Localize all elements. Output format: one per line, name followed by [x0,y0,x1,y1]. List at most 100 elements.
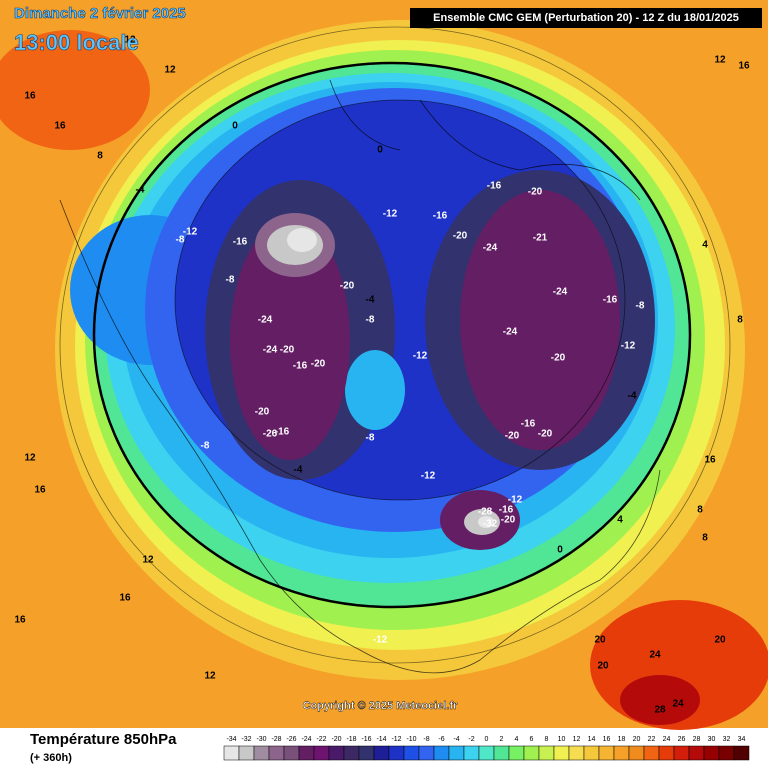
scale-label: -18 [346,736,356,743]
contour-label: 4 [702,240,708,251]
scale-swatch [583,745,600,761]
contour-label: -16 [275,427,290,438]
contour-label: -28 [478,507,493,518]
contour-label: 4 [617,515,623,526]
contour-label: -4 [366,295,375,306]
contour-label: -12 [508,495,523,506]
scale-swatch [403,745,420,761]
contour-label: -20 [538,429,553,440]
contour-label: 12 [164,65,176,76]
coastline [59,199,661,674]
scale-label: -2 [468,736,474,743]
contour-label: 12 [24,453,36,464]
contour-label: -26 [263,429,278,440]
scale-swatch [283,745,300,761]
scale-swatch [433,745,450,761]
contour-label: -8 [366,315,375,326]
contour-label: 8 [737,315,743,326]
scale-label: 22 [648,736,656,743]
contour-label: -24 [553,287,568,298]
contour-label: -16 [521,419,536,430]
contour-label: -8 [366,433,375,444]
contour-label: 16 [24,91,36,102]
scale-swatch [703,745,720,761]
contour-label: -16 [433,211,448,222]
contour-label: -12 [183,227,198,238]
scale-label: 4 [515,736,519,743]
scale-label: 16 [603,736,611,743]
temperature-area [345,350,405,430]
scale-label: -24 [301,736,311,743]
scale-swatch [643,745,660,761]
scale-swatch [718,745,735,761]
scale-label: -28 [271,736,281,743]
scale-swatch [223,745,240,761]
contour-label: 16 [738,61,750,72]
contour-label: -16 [499,505,514,516]
contour-label: -8 [176,235,185,246]
scale-label: 34 [738,736,746,743]
isotherm [59,26,731,664]
scale-swatch [613,745,630,761]
contour-label: -8 [226,275,235,286]
coastline [329,79,641,201]
variable-title: Température 850hPa [30,731,177,748]
scale-swatch [673,745,690,761]
scale-swatch [463,745,480,761]
temperature-area [620,675,700,725]
scale-label: -12 [391,736,401,743]
scale-label: 24 [663,736,671,743]
contour-label: -24 [263,345,278,356]
scale-label: 26 [678,736,686,743]
scale-label: -32 [241,736,251,743]
scale-label: -14 [376,736,386,743]
scale-label: -16 [361,736,371,743]
temperature-area [460,190,620,450]
scale-label: 12 [573,736,581,743]
scale-label: 18 [618,736,626,743]
scale-label: -22 [316,736,326,743]
contour-label: -4 [136,185,145,196]
contour-label: -8 [201,441,210,452]
date: Dimanche 2 février 2025 [14,5,186,22]
contour-label: 8 [702,533,708,544]
scale-swatch [523,745,540,761]
scale-swatch [568,745,585,761]
contour-label: -21 [533,233,548,244]
scale-label: 10 [558,736,566,743]
scale-label: -8 [423,736,429,743]
contour-label: -12 [383,209,398,220]
contour-label: -20 [505,431,520,442]
contour-label: 0 [377,145,383,156]
temperature-area [0,30,150,150]
zero-isotherm [92,61,692,609]
contour-label: -4 [628,391,637,402]
run-info: Ensemble CMC GEM (Perturbation 20) - 12 … [433,12,739,24]
scale-swatch [478,745,495,761]
scale-swatch [313,745,330,761]
lead-time: (+ 360h) [30,752,72,764]
contour-label: -20 [501,515,516,526]
contour-label: 16 [119,593,131,604]
contour-label: 12 [142,555,154,566]
contour-label: 24 [672,699,684,710]
scale-swatch [343,745,360,761]
scale-swatch [688,745,705,761]
scale-swatch [493,745,510,761]
contour-label: -12 [413,351,428,362]
scale-label: 30 [708,736,716,743]
scale-label: -10 [406,736,416,743]
contour-label: 20 [594,635,606,646]
scale-label: -26 [286,736,296,743]
scale-label: 2 [500,736,504,743]
contour-label: 20 [714,635,726,646]
contour-label: -24 [503,327,518,338]
contour-label: -32 [483,519,498,530]
scale-swatch [448,745,465,761]
contour-label: -4 [294,465,303,476]
contour-label: -24 [258,315,273,326]
scale-label: -20 [331,736,341,743]
contour-label: 12 [714,55,726,66]
scale-swatch [418,745,435,761]
contour-label: 16 [14,615,26,626]
